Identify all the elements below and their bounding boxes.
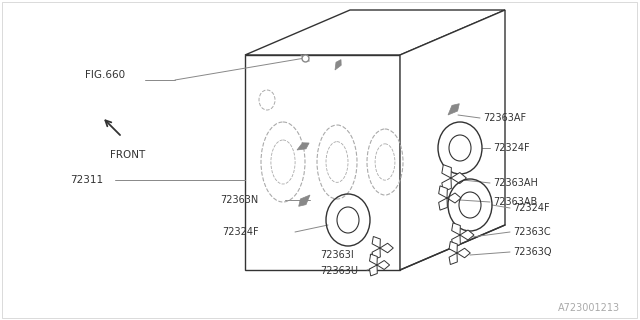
Text: 72363N: 72363N: [220, 195, 259, 205]
Polygon shape: [438, 198, 447, 210]
Text: 72324F: 72324F: [222, 227, 259, 237]
Text: 72324F: 72324F: [493, 143, 530, 153]
Polygon shape: [372, 236, 380, 248]
Text: 72324F: 72324F: [513, 203, 550, 213]
Polygon shape: [457, 248, 470, 258]
Polygon shape: [448, 104, 460, 115]
Polygon shape: [460, 230, 474, 240]
Text: 72363C: 72363C: [513, 227, 550, 237]
Text: 72363U: 72363U: [320, 266, 358, 276]
Text: 72363I: 72363I: [320, 250, 354, 260]
Polygon shape: [449, 242, 458, 253]
Polygon shape: [380, 243, 394, 253]
Text: 72363Q: 72363Q: [513, 247, 552, 257]
Polygon shape: [451, 172, 467, 183]
Polygon shape: [369, 265, 378, 276]
Text: 72363AB: 72363AB: [493, 197, 537, 207]
Text: 72311: 72311: [70, 175, 103, 185]
Polygon shape: [442, 165, 451, 178]
Text: FIG.660: FIG.660: [85, 70, 125, 80]
Polygon shape: [452, 223, 460, 235]
Text: 72363AH: 72363AH: [493, 178, 538, 188]
Bar: [245, 55, 400, 270]
Polygon shape: [372, 248, 380, 260]
Text: 72363AF: 72363AF: [483, 113, 526, 123]
Polygon shape: [438, 186, 447, 198]
Polygon shape: [369, 254, 378, 265]
Polygon shape: [400, 10, 505, 270]
Text: A723001213: A723001213: [558, 303, 620, 313]
Polygon shape: [335, 60, 341, 70]
Polygon shape: [449, 253, 458, 265]
Polygon shape: [442, 178, 451, 191]
Polygon shape: [452, 235, 460, 247]
Polygon shape: [297, 143, 309, 150]
Polygon shape: [299, 195, 310, 206]
Polygon shape: [245, 10, 505, 55]
Polygon shape: [447, 193, 461, 203]
Polygon shape: [377, 260, 390, 269]
Text: FRONT: FRONT: [110, 150, 145, 160]
